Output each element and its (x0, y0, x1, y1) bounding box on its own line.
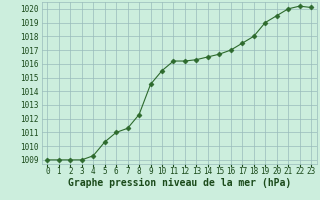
X-axis label: Graphe pression niveau de la mer (hPa): Graphe pression niveau de la mer (hPa) (68, 178, 291, 188)
